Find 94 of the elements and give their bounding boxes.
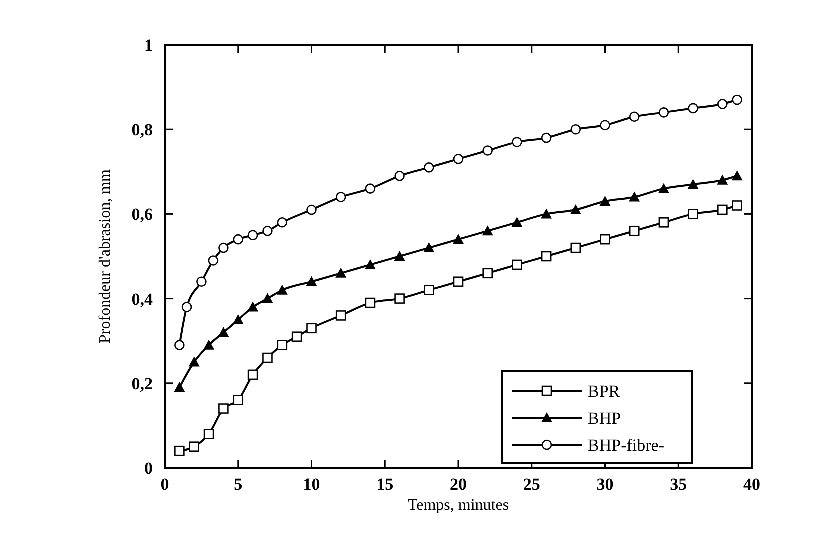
point [182,302,192,312]
point [688,209,698,220]
legend-label: BPR [588,382,621,401]
x-tick-label: 5 [234,475,243,494]
y-tick-label: 0,6 [132,205,153,224]
point [629,112,640,122]
x-tick-label: 25 [523,475,540,494]
point [218,242,229,254]
point [512,137,522,148]
point [600,196,611,206]
point [292,332,302,342]
y-axis-title: Profondeur d'abrasion, mm [97,168,114,344]
point [482,226,494,236]
point [262,226,273,236]
x-tick-label: 10 [303,475,320,494]
point [570,204,582,214]
y-tick-label: 0 [144,458,153,478]
y-tick-label: 0,4 [132,290,154,309]
point [482,268,493,279]
point [276,284,288,295]
y-tick-label: 1 [144,36,153,55]
point [365,298,376,308]
point [277,340,288,350]
point [262,293,274,304]
point [188,356,200,367]
point [248,370,258,380]
point [424,162,434,173]
point [512,217,523,228]
point [732,94,742,106]
point [189,442,200,452]
point [364,259,376,270]
point [204,340,215,350]
point [424,242,435,253]
legend-label: BHP [588,408,622,428]
point [600,120,610,131]
point [512,260,522,270]
point [306,204,317,216]
point [717,174,728,185]
point [453,154,464,164]
point [453,234,464,244]
point [424,285,434,296]
point [204,429,214,440]
point [732,200,742,211]
point [248,230,258,240]
x-tick-label: 0 [160,475,170,494]
y-tick-label: 0,2 [132,374,153,394]
point [570,242,582,254]
point [453,276,464,288]
point [174,446,185,456]
x-tick-label: 20 [450,475,467,494]
point [541,251,552,262]
point [306,323,317,334]
point [336,192,346,202]
point [629,192,640,202]
point [233,395,244,406]
legend-label: BHP-fibre- [588,436,665,455]
point [196,276,207,288]
point [306,276,318,286]
x-axis-title: Temps, minutes [408,497,510,514]
point [482,146,493,156]
point [541,132,552,144]
point [688,179,699,190]
point [688,103,698,114]
point [658,183,670,194]
point [718,204,728,216]
point [394,170,405,182]
point [658,218,670,228]
point [394,251,406,261]
point [336,268,347,278]
point [600,234,610,245]
point [394,294,405,304]
point [262,352,273,364]
point [233,234,244,245]
x-tick-label: 15 [376,475,394,494]
point [218,404,229,414]
point [336,310,346,321]
x-tick-label: 40 [744,475,760,494]
point [570,124,582,135]
point [208,256,219,266]
point [732,170,743,181]
point [248,302,259,312]
x-tick-label: 35 [670,475,688,494]
x-tick-label: 30 [596,475,614,494]
point [541,208,552,219]
point [277,218,288,228]
point [218,327,230,338]
y-tick-label: 0,8 [132,120,153,140]
point [174,382,186,392]
point [718,99,728,110]
point [174,340,185,350]
point [658,108,670,118]
point [629,226,640,236]
point [232,314,244,324]
point [365,184,376,194]
